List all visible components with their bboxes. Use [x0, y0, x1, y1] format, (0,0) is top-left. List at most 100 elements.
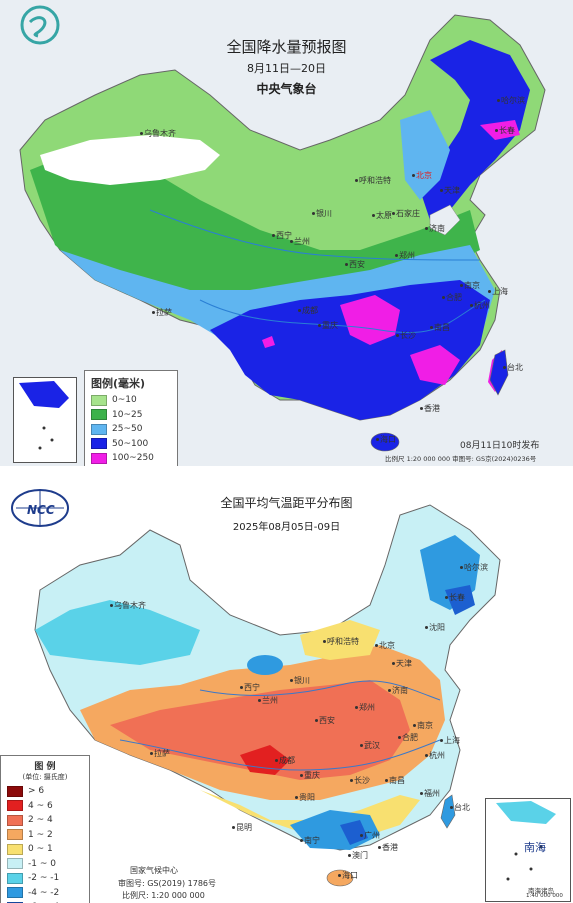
map-title: 全国降水量预报图	[226, 38, 347, 56]
city-label: 西宁	[272, 230, 292, 241]
legend-item: -2 ~ -1	[7, 871, 83, 886]
city-label: 海口	[376, 434, 396, 445]
city-label: 南宁	[300, 835, 320, 846]
city-label: 台北	[450, 802, 470, 813]
city-label: 重庆	[318, 320, 338, 331]
scale-note: 比例尺 1:20 000 000 审图号: GS京(2024)0236号	[385, 455, 537, 463]
legend-item: 4 ~ 6	[7, 799, 83, 814]
city-label: 乌鲁木齐	[140, 128, 176, 139]
legend-swatch	[7, 901, 23, 903]
city-label: 重庆	[300, 770, 320, 781]
city-label: 台北	[503, 362, 523, 373]
city-label: 北京	[412, 170, 432, 181]
city-label: 合肥	[398, 732, 418, 743]
map-date-range: 2025年08月05日-09日	[232, 522, 341, 533]
legend-item: 0 ~ 1	[7, 842, 83, 857]
legend-item: 10~25	[91, 408, 171, 423]
legend-title: 图例(毫米)	[91, 377, 146, 390]
city-label: 天津	[392, 658, 412, 669]
legend-label: 2 ~ 4	[28, 815, 53, 826]
city-label: 武汉	[360, 740, 380, 751]
city-label: 兰州	[290, 236, 310, 247]
legend-label: 50~100	[112, 438, 149, 449]
city-label: 哈尔滨	[460, 562, 488, 573]
legend-label: -4 ~ -2	[28, 887, 60, 898]
city-label: 济南	[425, 223, 445, 234]
city-label: 成都	[298, 305, 318, 316]
temperature-legend: 图 例 (单位: 摄氏度) > 6 4 ~ 6 2 ~ 4 1 ~ 2 0 ~ 1 -1 …	[0, 755, 90, 903]
city-label: 北京	[375, 640, 395, 651]
city-label: 长沙	[396, 330, 416, 341]
legend-item: -1 ~ 0	[7, 857, 83, 872]
legend-swatch	[91, 409, 107, 421]
city-label: 澳门	[348, 850, 368, 861]
legend-swatch	[7, 829, 23, 841]
city-label: 香港	[420, 403, 440, 414]
legend-item: 25~50	[91, 422, 171, 437]
city-label: 济南	[388, 685, 408, 696]
legend-title: 图 例	[34, 762, 56, 772]
legend-item: 1 ~ 2	[7, 828, 83, 843]
cma-logo	[20, 5, 60, 45]
legend-label: 1 ~ 2	[28, 829, 53, 840]
city-label: 石家庄	[392, 208, 420, 219]
city-label: 长沙	[350, 775, 370, 786]
legend-label: 10~25	[112, 409, 143, 420]
city-label: 上海	[488, 286, 508, 297]
legend-item: 2 ~ 4	[7, 813, 83, 828]
legend-swatch	[91, 438, 107, 450]
legend-label: -1 ~ 0	[28, 858, 56, 869]
city-label: 广州	[360, 830, 380, 841]
city-label: 哈尔滨	[497, 95, 525, 106]
city-label: 郑州	[395, 250, 415, 261]
city-label: 南京	[413, 720, 433, 731]
city-label: 呼和浩特	[323, 636, 359, 647]
legend-swatch	[7, 872, 23, 884]
legend-label: 0~10	[112, 395, 137, 406]
south-china-sea-inset: 南海 南海诸岛 1:40 000 000	[485, 798, 571, 902]
city-label: 太原	[372, 210, 392, 221]
footer-scale: 比例尺: 1:20 000 000	[122, 891, 205, 900]
city-label: 昆明	[232, 822, 252, 833]
footer-approval: 审图号: GS(2019) 1786号	[118, 879, 217, 888]
legend-swatch	[91, 452, 107, 464]
legend-item: -4 ~ -2	[7, 886, 83, 901]
city-label: 南昌	[430, 322, 450, 333]
inset-sea-label: 南海	[524, 841, 546, 854]
inset-caption: 南海诸岛	[528, 887, 554, 895]
legend-swatch	[7, 800, 23, 812]
precipitation-legend: 图例(毫米) 0~10 10~25 25~50 50~100 100~250 250~40…	[84, 370, 178, 466]
city-label: 拉萨	[150, 748, 170, 759]
legend-unit: (单位: 摄氏度)	[22, 773, 68, 781]
city-label: 郑州	[355, 702, 375, 713]
city-label: 杭州	[470, 300, 490, 311]
legend-item: 100~250	[91, 451, 171, 466]
city-label: 银川	[312, 208, 332, 219]
legend-label: 0 ~ 1	[28, 844, 53, 855]
legend-swatch	[7, 814, 23, 826]
legend-label: 100~250	[112, 453, 154, 464]
legend-swatch	[91, 423, 107, 435]
legend-item: 50~100	[91, 437, 171, 452]
ncc-logo-text: NCC	[27, 503, 55, 517]
south-china-sea-inset	[13, 377, 77, 463]
city-label: 长春	[445, 592, 465, 603]
city-label: 福州	[420, 788, 440, 799]
city-label: 西安	[345, 259, 365, 270]
city-label: 上海	[440, 735, 460, 746]
legend-swatch	[7, 785, 23, 797]
issued-time: 08月11日10时发布	[460, 441, 540, 451]
precipitation-forecast-map: 全国降水量预报图 8月11日—20日 中央气象台 乌鲁木齐 呼和浩特 北京 天津…	[0, 0, 573, 466]
city-label: 海口	[338, 870, 358, 881]
legend-item: 250~400	[91, 466, 171, 467]
map-title: 全国平均气温距平分布图	[220, 496, 353, 510]
city-label: 香港	[378, 842, 398, 853]
legend-swatch	[91, 394, 107, 406]
map-date-range: 8月11日—20日	[247, 62, 326, 75]
city-label: 拉萨	[152, 307, 172, 318]
temperature-anomaly-map: NCC 全国平均气温距平分布图 2025年08月05日-09日 乌鲁木齐 哈尔滨…	[0, 470, 573, 903]
legend-label: 25~50	[112, 424, 143, 435]
legend-swatch	[7, 887, 23, 899]
city-label: 呼和浩特	[355, 175, 391, 186]
legend-swatch	[7, 843, 23, 855]
